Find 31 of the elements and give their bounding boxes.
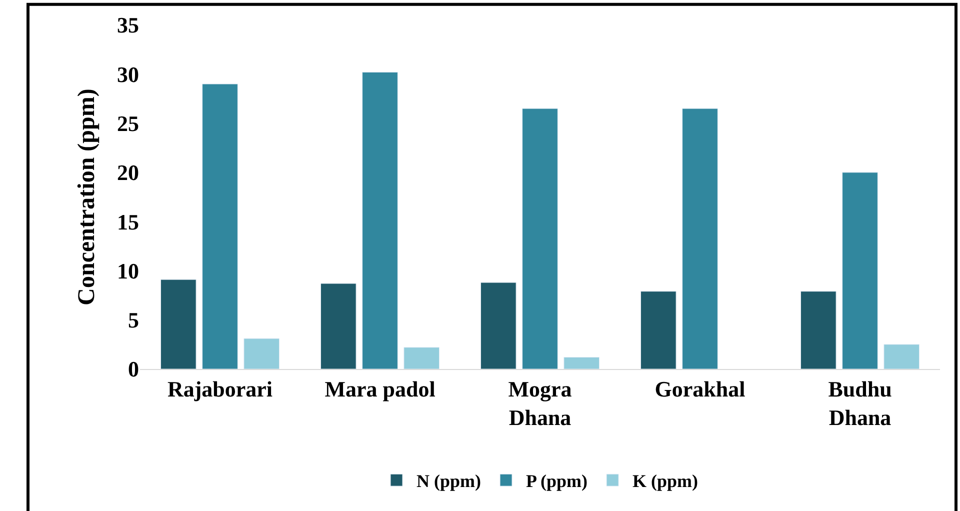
legend-label: P (ppm) <box>526 471 588 492</box>
y-tick-label: 0 <box>128 356 139 382</box>
bar <box>202 84 238 369</box>
bar <box>320 283 356 369</box>
y-tick-label: 30 <box>117 62 139 87</box>
bar <box>244 338 280 369</box>
bar <box>564 356 600 369</box>
y-tick-label: 20 <box>117 160 139 186</box>
bar <box>800 291 836 369</box>
x-tick-label: Budhu Dhana <box>828 376 892 430</box>
bar <box>522 108 558 369</box>
y-tick-label: 5 <box>128 308 139 333</box>
bar <box>842 172 878 369</box>
legend-label: K (ppm) <box>632 471 698 492</box>
bar <box>682 108 718 369</box>
y-tick-label: 15 <box>117 209 139 234</box>
y-tick-label: 25 <box>117 110 139 136</box>
legend-label: N (ppm) <box>416 471 482 492</box>
bar <box>160 279 196 369</box>
bar <box>404 347 440 369</box>
bar <box>362 72 398 369</box>
y-tick-label: 10 <box>117 258 139 284</box>
x-tick-label: Mara padol <box>324 376 436 402</box>
x-tick-label: Rajaborari <box>167 376 273 402</box>
bar <box>640 291 676 369</box>
bar <box>480 282 516 369</box>
y-axis-title: Concentration (ppm) <box>74 88 100 306</box>
x-tick-label: Gorakhal <box>654 376 746 402</box>
x-tick-label: Mogra Dhana <box>508 376 572 430</box>
y-tick-label: 35 <box>117 12 139 38</box>
bar <box>884 344 920 369</box>
